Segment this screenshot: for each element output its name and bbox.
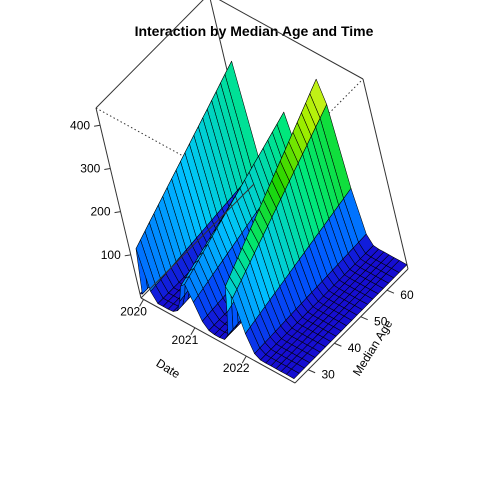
box-edge-back	[362, 78, 409, 270]
plot-box-front	[95, 107, 409, 384]
box-edge-back	[218, 0, 364, 80]
date-axis-label: Date	[154, 356, 183, 381]
box-edge-dotted	[95, 107, 251, 194]
surface-mesh	[135, 60, 408, 379]
date-tick-label: 2021	[172, 333, 199, 347]
median-age-tick-label: 60	[400, 288, 414, 302]
median-age-tick-label: 40	[348, 341, 362, 355]
chart-title: Interaction by Median Age and Time	[135, 23, 374, 39]
date-tick	[241, 355, 247, 364]
z-tick-label: 400	[70, 118, 90, 132]
z-tick	[114, 211, 121, 214]
box-edge-back	[95, 0, 204, 109]
box-edge-front	[140, 297, 296, 384]
date-tick	[139, 299, 145, 307]
surface-facet	[286, 368, 300, 379]
z-tick	[94, 124, 101, 127]
z-tick	[124, 254, 131, 257]
z-tick	[104, 167, 111, 170]
median-age-tick	[360, 316, 368, 321]
median-age-tick	[386, 289, 395, 294]
box-edge-front	[95, 107, 142, 299]
z-axis: 100 200 300 400	[70, 118, 131, 262]
box-edge-front	[140, 183, 255, 299]
date-tick-label: 2022	[223, 361, 250, 375]
median-age-tick	[334, 342, 342, 347]
median-age-tick	[307, 369, 316, 374]
date-tick-label: 2020	[120, 304, 147, 318]
median-age-tick-label: 50	[374, 315, 388, 329]
date-tick	[190, 327, 196, 335]
z-tick-label: 300	[80, 161, 100, 175]
median-age-tick-label: 30	[321, 368, 335, 382]
z-tick-label: 100	[101, 248, 121, 262]
box-edge-front	[294, 268, 409, 384]
z-tick-label: 200	[91, 205, 111, 219]
